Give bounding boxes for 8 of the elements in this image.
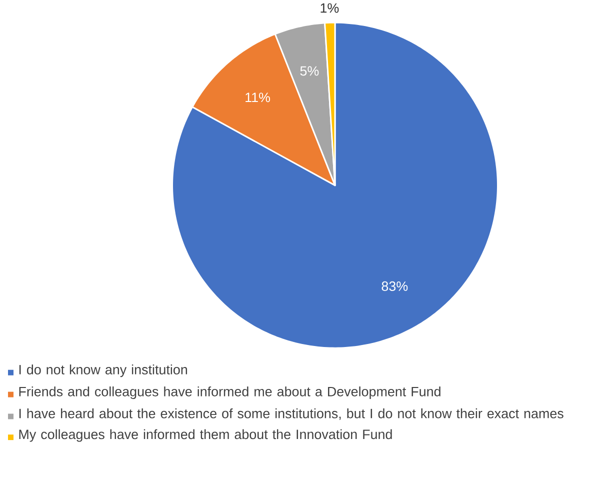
legend-label: Friends and colleagues have informed me about a Development Fund xyxy=(19,386,440,399)
data-label: 5% xyxy=(300,66,319,76)
legend-label: I have heard about the existence of some institutions, but I do not know their exact names xyxy=(19,408,564,420)
legend-label: My colleagues have informed them about the Innovation Fund xyxy=(19,429,392,442)
data-label: 11% xyxy=(246,92,270,102)
legend-label: I do not know any institution xyxy=(19,364,188,377)
data-label: 1% xyxy=(320,3,339,13)
data-label: 83% xyxy=(382,281,408,291)
